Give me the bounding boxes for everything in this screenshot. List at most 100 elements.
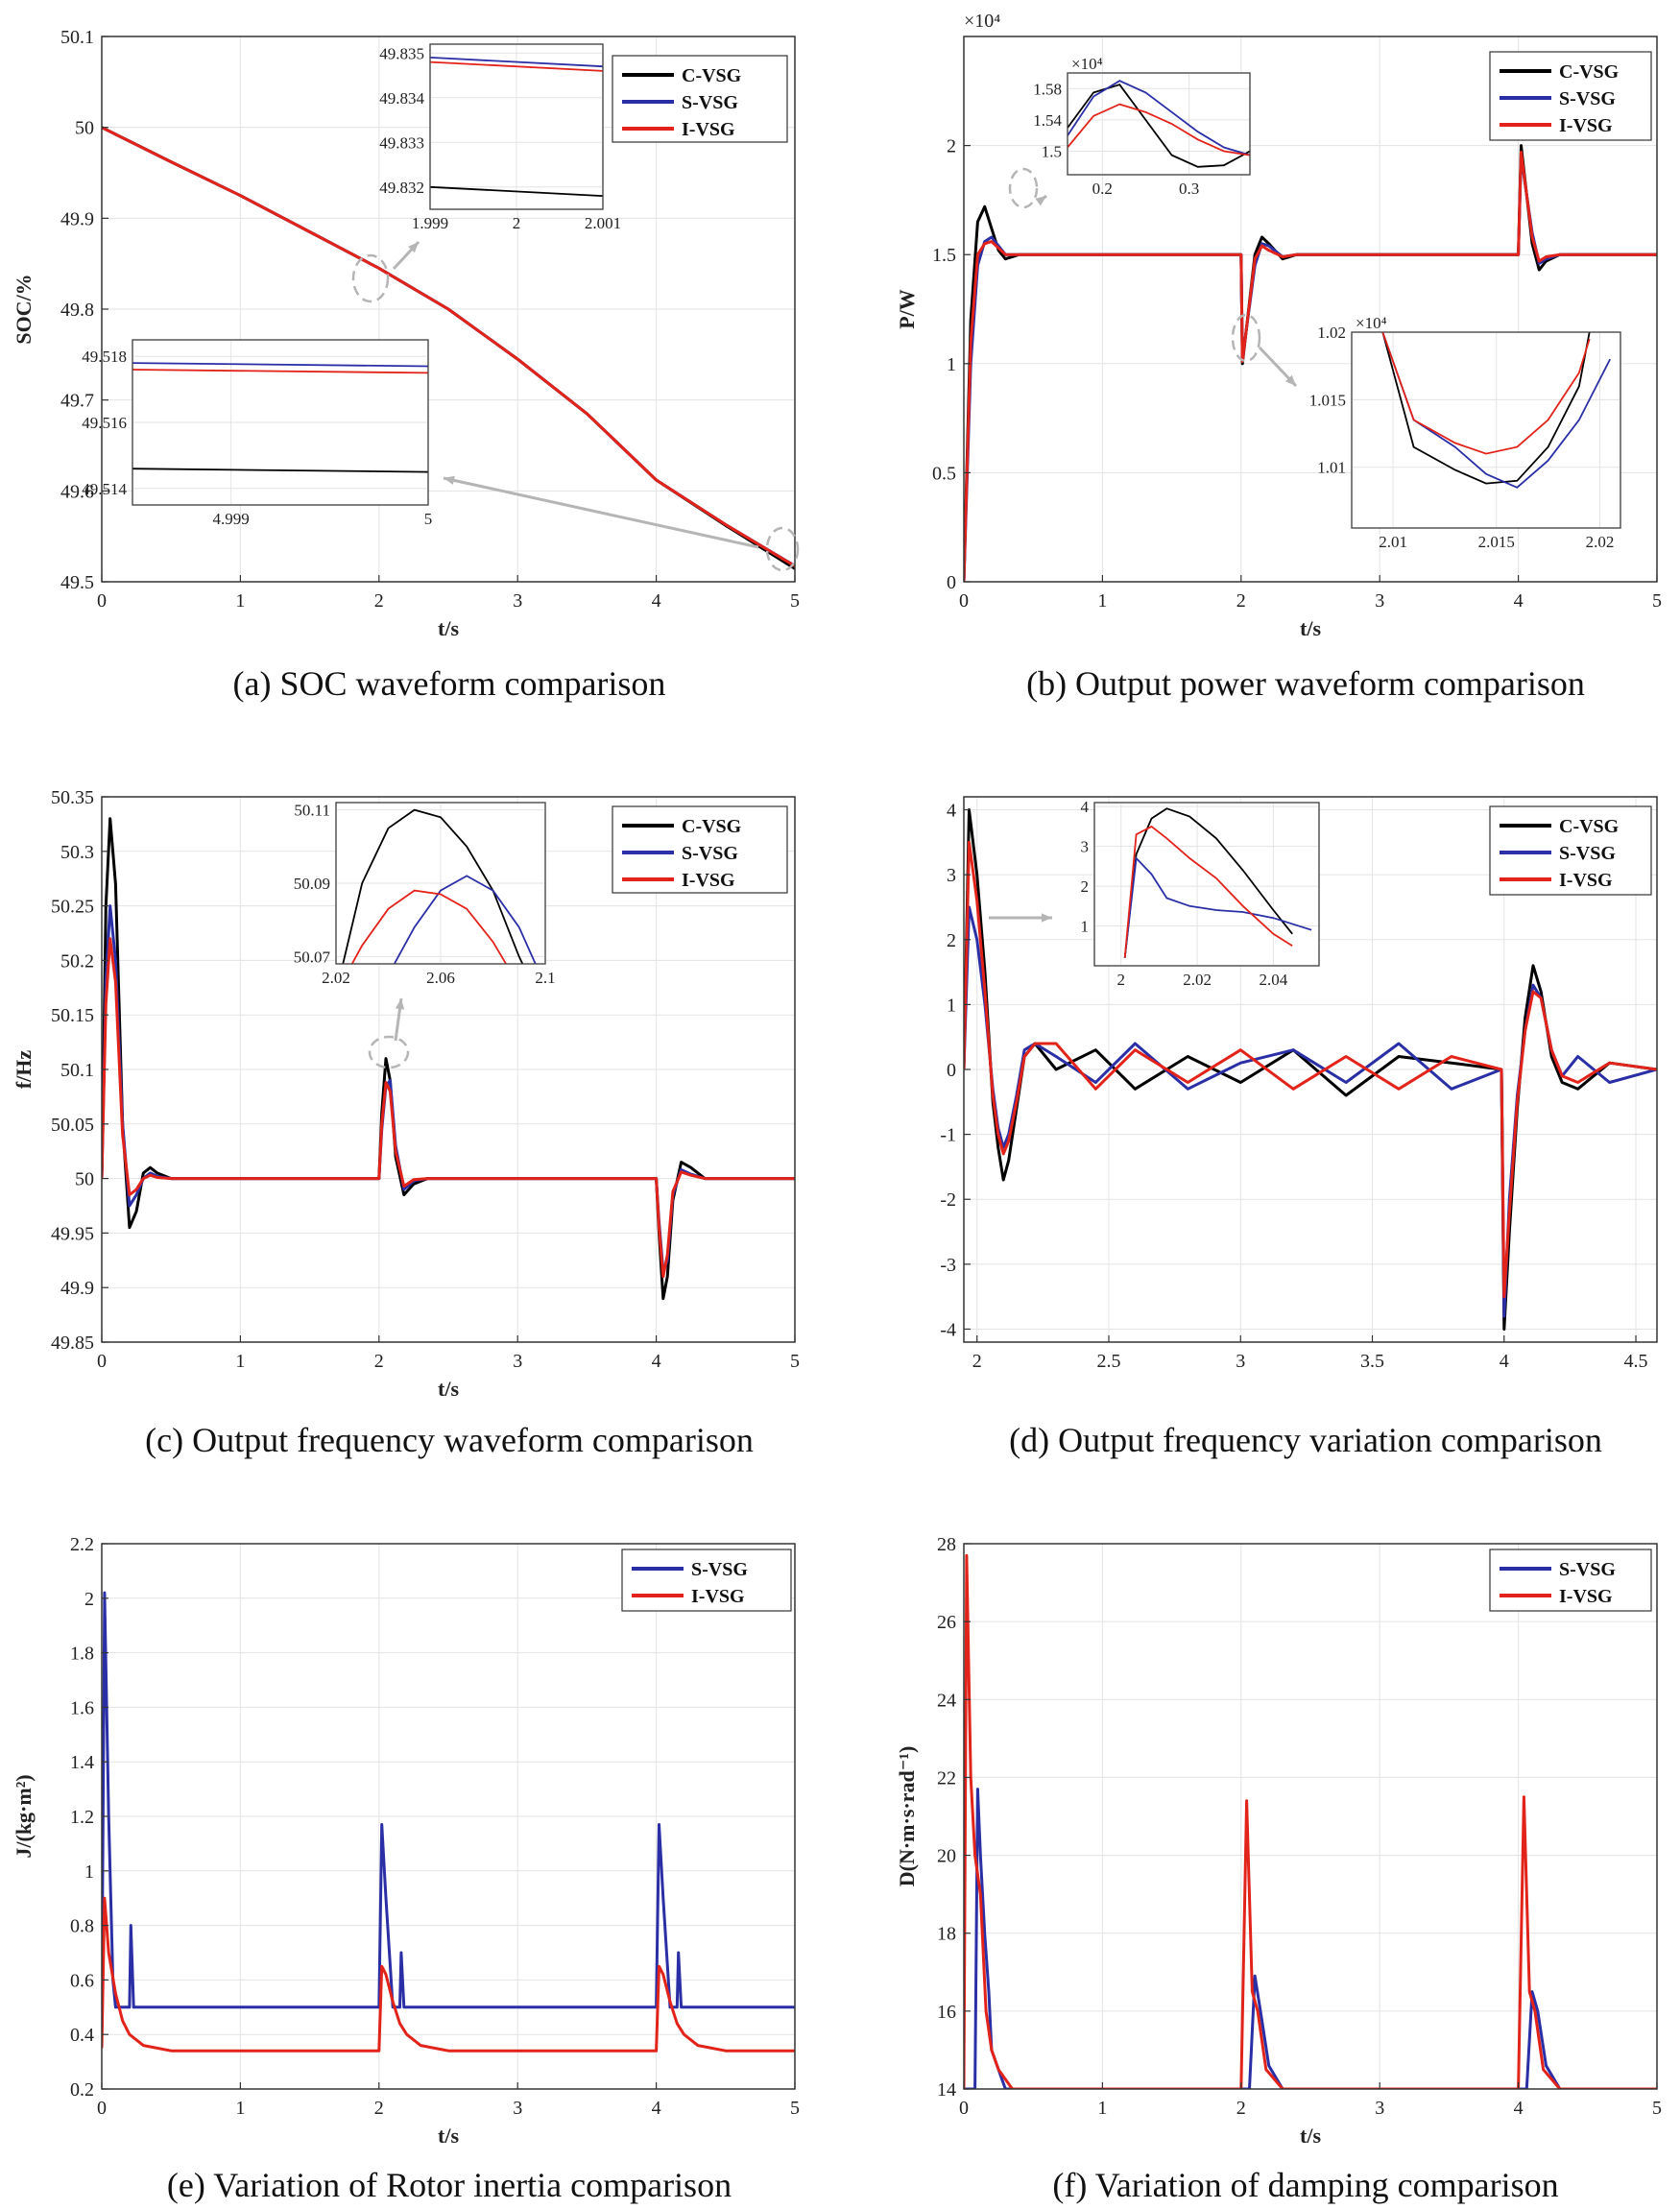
inset-y-tick-label: 50.11 <box>294 802 330 820</box>
y-tick-label: 2 <box>84 1589 94 1610</box>
y-tick-label: 50.25 <box>51 897 94 918</box>
x-tick-label: 4 <box>652 590 661 612</box>
x-tick-label: 4 <box>1500 1351 1509 1372</box>
inset-line-c-vsg <box>1123 807 1293 958</box>
x-tick-label: 1 <box>235 2098 245 2119</box>
y-axis-label: P/W <box>895 289 919 329</box>
x-tick-label: 3 <box>513 2098 522 2119</box>
series-line-i-vsg <box>102 126 795 567</box>
annotations <box>351 167 1298 1069</box>
inset-x-tick-label: 2.04 <box>1260 971 1288 989</box>
y-tick-label: 50.05 <box>51 1115 94 1136</box>
x-tick-label: 1 <box>235 1351 245 1372</box>
inset-border <box>132 339 429 506</box>
y-tick-label: 50.1 <box>60 27 94 48</box>
inset-border <box>1093 802 1320 967</box>
highlight-ellipse <box>1231 313 1261 363</box>
y-axis-label: J/(kg·m²) <box>12 1774 36 1858</box>
inset-border <box>429 43 604 210</box>
y-tick-label: 16 <box>937 2002 956 2023</box>
series-group <box>964 1553 1657 2089</box>
x-tick-label: 1 <box>235 590 245 612</box>
inset-y-tick-label: 1.54 <box>1033 111 1062 130</box>
x-tick-label: 3 <box>513 1351 522 1372</box>
inset-line-s-vsg <box>1068 80 1250 156</box>
annotation-arrowhead <box>1041 913 1052 923</box>
inset-y-tick-label: 49.833 <box>379 133 424 152</box>
x-tick-label: 1 <box>1097 590 1107 612</box>
legend-entry: C-VSG <box>1559 816 1620 837</box>
series-line-c-vsg <box>964 808 1657 1331</box>
x-tick-label: 3.5 <box>1360 1351 1384 1372</box>
inset-y-tick-label: 49.518 <box>82 348 127 366</box>
inset-line-s-vsg <box>430 57 603 68</box>
x-tick-label: 4.5 <box>1624 1351 1648 1372</box>
x-tick-label: 3 <box>1375 590 1384 612</box>
inset-series-group <box>1068 80 1250 168</box>
y-tick-label: -1 <box>940 1125 956 1146</box>
caption: (a) SOC waveform comparison <box>233 664 666 703</box>
y-tick-label: 1 <box>947 354 956 375</box>
inset-y-tick-label: 3 <box>1081 838 1090 856</box>
inset-y-tick-label: 49.516 <box>82 414 127 432</box>
inset-x-tick-label: 2.02 <box>1183 971 1212 989</box>
y-axis-label: f/Hz <box>12 1050 36 1090</box>
legend: C-VSG S-VSG I-VSG <box>1489 51 1652 141</box>
caption: (c) Output frequency waveform comparison <box>145 1421 754 1459</box>
inset-series-group <box>132 362 428 473</box>
inset-x-tick-label: 2.1 <box>535 969 555 987</box>
inset-y-tick-label: 1.5 <box>1042 143 1062 161</box>
chart-b: 0 1 2 3 4 5 0 0.5 1 1.5 2 t/s P/W ×10⁴ C-VSG S-VSG I-VSG… <box>895 11 1662 703</box>
plot-area <box>964 1544 1657 2089</box>
inset-border <box>335 802 546 965</box>
inset-line-c-vsg <box>132 468 428 473</box>
x-tick-label: 0 <box>97 590 107 612</box>
y-tick-label: 49.6 <box>60 481 94 502</box>
inset: 2.02 2.06 2.1 50.07 50.09 50.11 <box>294 802 556 987</box>
series-group <box>964 808 1657 1331</box>
inset-line-i-vsg <box>350 889 508 964</box>
inset-y-tick-label: 1.015 <box>1309 391 1346 409</box>
caption: (b) Output power waveform comparison <box>1026 664 1585 703</box>
y-tick-label: 49.8 <box>60 300 94 321</box>
inset-line-s-vsg <box>1123 855 1312 958</box>
inset-y-tick-label: 49.514 <box>82 480 127 498</box>
y-tick-label: 2 <box>947 930 956 951</box>
legend-entry: I-VSG <box>1559 1586 1613 1607</box>
x-tick-label: 5 <box>790 1351 800 1372</box>
series-line-i-vsg <box>964 150 1657 582</box>
inset: 2 2.02 2.04 1 2 3 4 <box>1081 798 1320 989</box>
inset-series-group <box>1123 807 1312 958</box>
x-axis-label: t/s <box>438 616 459 640</box>
y-tick-label: 3 <box>947 865 956 886</box>
series-line-i-vsg <box>964 840 1657 1299</box>
legend-entry: S-VSG <box>682 843 738 864</box>
inset-y-tick-label: 1.58 <box>1033 80 1062 98</box>
inset-y-tick-label: 1.01 <box>1317 459 1346 477</box>
inset-line-i-vsg <box>1068 103 1250 156</box>
inset-frame <box>1067 72 1251 176</box>
y-tick-label: 2 <box>947 136 956 157</box>
y-tick-label: 1 <box>84 1861 94 1883</box>
y-tick-label: 50 <box>75 1169 94 1190</box>
x-tick-label: 3 <box>1375 2098 1384 2119</box>
highlight-ellipse <box>368 1035 410 1069</box>
y-tick-label: 1.8 <box>70 1644 94 1665</box>
x-tick-label: 4 <box>652 2098 661 2119</box>
inset-x-tick-label: 2.015 <box>1478 533 1515 551</box>
y-tick-label: 49.9 <box>60 1278 94 1299</box>
chart-c: 0 1 2 3 4 5 49.85 49.9 49.95 50 50.05 50.1 50.15 50.2… <box>12 787 800 1459</box>
x-tick-label: 2 <box>374 590 384 612</box>
chart-d: 2 2.5 3 3.5 4 4.5 -4 -3 -2 -1 0 1 2 3 4 C-VSG S-VSG I-VSG… <box>940 796 1658 1459</box>
inset-y-tick-label: 50.09 <box>294 875 330 893</box>
inset-y-tick-label: 1 <box>1081 918 1090 936</box>
inset: 1.999 2 2.001 49.832 49.833 49.834 49.835 <box>379 43 621 232</box>
legend-entry: S-VSG <box>1559 1559 1616 1580</box>
x-tick-label: 4 <box>1514 590 1524 612</box>
y-tick-label: 50.15 <box>51 1005 94 1026</box>
y-tick-label: 1.5 <box>932 245 956 266</box>
annotation-arrowhead <box>444 475 455 485</box>
x-tick-label: 2 <box>374 1351 384 1372</box>
inset-exponent-label: ×10⁴ <box>1071 55 1103 73</box>
